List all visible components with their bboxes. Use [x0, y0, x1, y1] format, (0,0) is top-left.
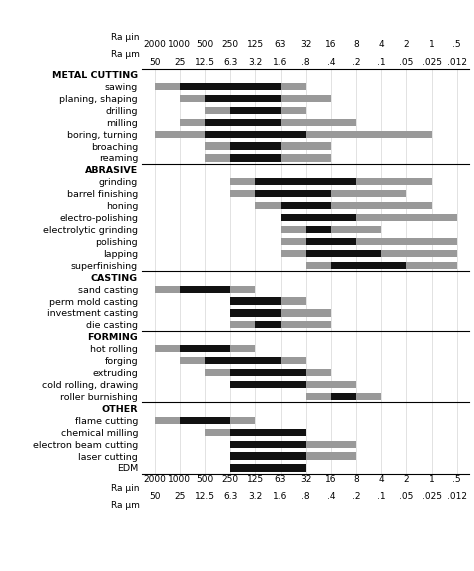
Bar [255, 190, 331, 198]
Bar [230, 441, 306, 448]
Bar [230, 321, 331, 328]
Bar [230, 369, 306, 376]
Bar [180, 417, 230, 424]
Bar [205, 357, 281, 364]
Bar [180, 95, 331, 102]
Bar [155, 286, 255, 293]
Text: Ra μin: Ra μin [111, 33, 140, 42]
Bar [155, 83, 306, 90]
Text: Ra μm: Ra μm [111, 501, 140, 510]
Bar [306, 250, 381, 257]
Bar [180, 357, 306, 364]
Bar [281, 214, 456, 221]
Bar [155, 131, 431, 138]
Bar [230, 190, 406, 198]
Bar [230, 452, 306, 460]
Bar [205, 131, 306, 138]
Bar [155, 417, 255, 424]
Bar [230, 297, 281, 304]
Bar [230, 142, 281, 150]
Bar [205, 119, 281, 126]
Bar [230, 429, 306, 436]
Bar [281, 226, 381, 233]
Bar [205, 95, 281, 102]
Bar [230, 297, 306, 304]
Bar [281, 250, 456, 257]
Bar [255, 202, 431, 209]
Bar [230, 107, 281, 114]
Bar [180, 286, 230, 293]
Bar [230, 381, 306, 388]
Bar [306, 393, 381, 400]
Bar [230, 178, 431, 186]
Bar [281, 214, 356, 221]
Bar [180, 119, 356, 126]
Bar [281, 202, 331, 209]
Bar [306, 226, 331, 233]
Bar [205, 154, 331, 162]
Bar [180, 83, 281, 90]
Bar [331, 393, 356, 400]
Bar [155, 345, 255, 352]
Bar [205, 142, 331, 150]
Bar [230, 381, 356, 388]
Bar [230, 464, 306, 472]
Bar [255, 178, 356, 186]
Bar [230, 309, 281, 316]
Bar [255, 321, 281, 328]
Bar [205, 429, 306, 436]
Bar [230, 441, 356, 448]
Bar [306, 238, 356, 245]
Bar [180, 345, 230, 352]
Bar [230, 154, 281, 162]
Bar [230, 452, 356, 460]
Text: Ra μm: Ra μm [111, 50, 140, 59]
Text: Ra μin: Ra μin [111, 484, 140, 493]
Bar [331, 262, 406, 269]
Bar [230, 464, 306, 472]
Bar [205, 369, 331, 376]
Bar [230, 309, 331, 316]
Bar [306, 262, 456, 269]
Bar [281, 238, 456, 245]
Bar [205, 107, 306, 114]
